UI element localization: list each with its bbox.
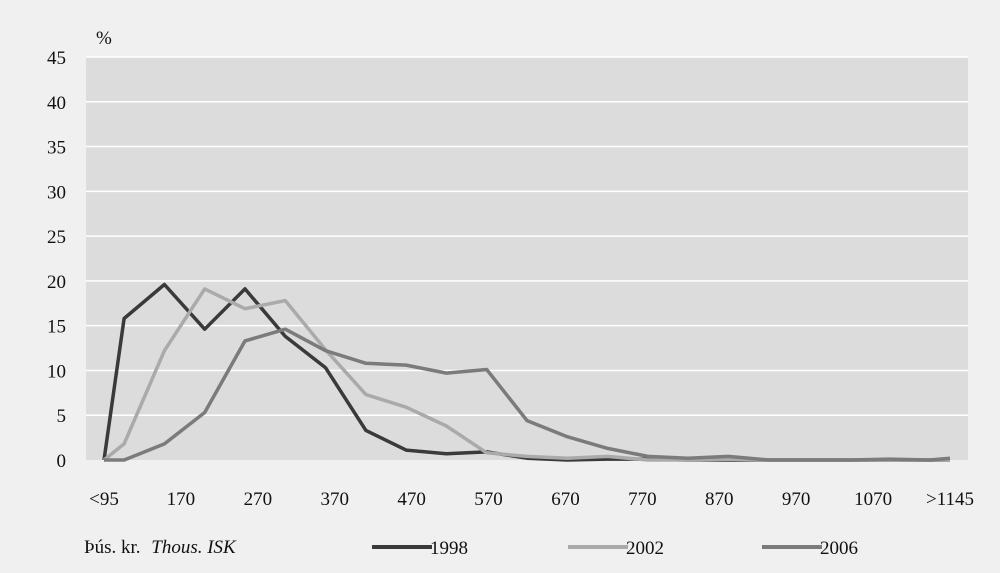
y-tick-label: 10	[47, 361, 66, 382]
x-tick-label: 470	[397, 489, 426, 510]
legend: Þús. kr. Thous. ISK 1998 2002 2006	[84, 537, 858, 559]
legend-label-2002: 2002	[626, 538, 664, 559]
y-axis-ticks: 0 5 10 15 20 25 30 35 40 45	[47, 48, 66, 472]
x-tick-label: <95	[89, 489, 119, 510]
y-tick-label: 0	[57, 451, 67, 472]
x-tick-label: 670	[551, 489, 580, 510]
x-tick-label: 270	[244, 489, 273, 510]
x-axis-ticks: <95 170 270 370 470 570 670 770 870 970 1070 >1145	[89, 489, 974, 510]
x-tick-label: 370	[320, 489, 349, 510]
y-tick-label: 5	[57, 406, 67, 427]
y-tick-label: 45	[47, 48, 66, 69]
gridlines	[86, 56, 968, 416]
y-tick-label: 20	[47, 272, 66, 293]
series-lines	[102, 282, 951, 462]
x-tick-label: 570	[474, 489, 503, 510]
x-tick-label: 770	[628, 489, 657, 510]
legend-label-1998: 1998	[430, 538, 468, 559]
x-tick-label: >1145	[926, 489, 974, 510]
y-tick-label: 30	[47, 182, 66, 203]
x-tick-label: 970	[782, 489, 811, 510]
y-tick-label: 15	[47, 317, 66, 338]
x-tick-label: 1070	[854, 489, 892, 510]
x-axis-label: Þús. kr. Thous. ISK	[84, 537, 237, 558]
plot-area	[86, 57, 968, 460]
x-tick-label: 170	[167, 489, 196, 510]
legend-label-2006: 2006	[820, 538, 858, 559]
x-axis-label-prefix: Þús. kr.	[84, 537, 141, 558]
x-tick-label: 870	[705, 489, 734, 510]
y-axis-label: %	[96, 28, 112, 49]
series-line-2006	[104, 327, 951, 462]
y-tick-label: 40	[47, 93, 66, 114]
x-axis-label-italic: Thous. ISK	[151, 537, 237, 558]
y-tick-label: 25	[47, 227, 66, 248]
y-tick-label: 35	[47, 138, 66, 159]
